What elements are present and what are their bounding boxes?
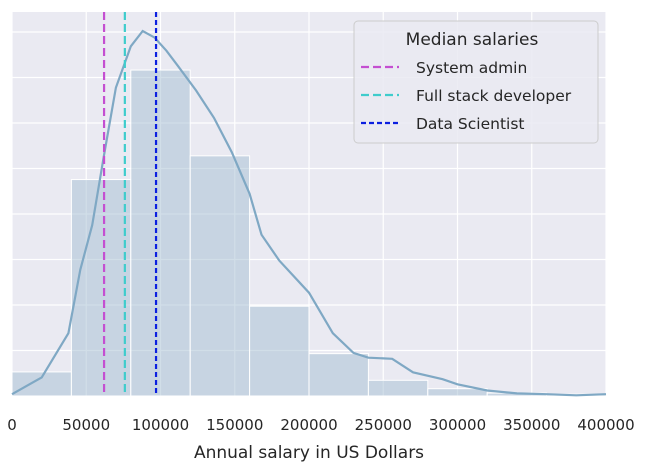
legend-box <box>353 20 599 144</box>
legend-label: Full stack developer <box>416 87 572 105</box>
x-tick-label: 150000 <box>206 416 263 434</box>
legend: Median salaries System admin Full stack d… <box>353 20 599 144</box>
histogram-bar <box>427 388 488 397</box>
kde-curve <box>11 29 607 397</box>
x-tick-label: 400000 <box>577 416 634 434</box>
x-tick-label: 50000 <box>62 416 110 434</box>
histogram-bar <box>249 305 310 397</box>
median-lines <box>102 12 158 396</box>
x-axis-label: Annual salary in US Dollars <box>194 443 424 463</box>
x-tick-labels: 0 50000 100000 150000 200000 250000 300000 3500… <box>7 416 634 434</box>
x-tick-label: 0 <box>7 416 17 434</box>
histogram-bar <box>367 379 429 397</box>
histogram-bar <box>189 155 251 397</box>
legend-title: Median salaries <box>406 30 539 50</box>
x-tick-label: 100000 <box>132 416 189 434</box>
legend-label: Data Scientist <box>416 115 525 133</box>
x-tick-label: 350000 <box>503 416 560 434</box>
histogram-bars <box>11 69 607 397</box>
x-tick-label: 250000 <box>355 416 412 434</box>
histogram-bar <box>130 69 191 397</box>
histogram-bar <box>70 179 132 397</box>
x-tick-label: 200000 <box>280 416 337 434</box>
legend-items: System admin Full stack developer Data Sci… <box>361 59 572 133</box>
x-tick-label: 300000 <box>429 416 486 434</box>
histogram-bar <box>308 353 369 397</box>
legend-label: System admin <box>416 59 527 77</box>
